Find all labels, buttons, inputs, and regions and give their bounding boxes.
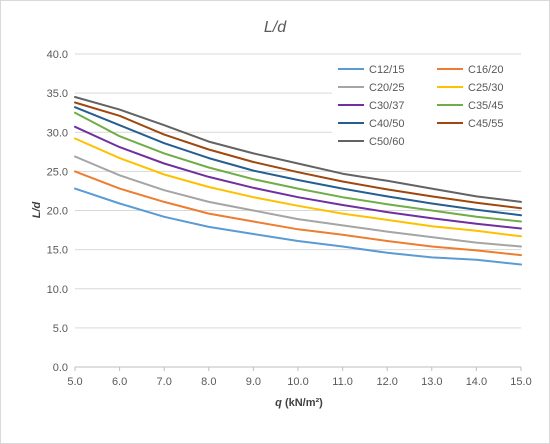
x-axis-title: q (kN/m²): [275, 397, 323, 409]
x-tick-label: 5.0: [67, 376, 82, 388]
series-line-c12-15: [74, 187, 522, 266]
y-tick-label: 40.0: [47, 49, 68, 61]
y-tick-label: 5.0: [53, 323, 68, 335]
x-tick-label: 6.0: [112, 376, 127, 388]
x-tick-label: 7.0: [157, 376, 172, 388]
series-line-c25-30: [74, 137, 522, 238]
y-tick-label: 10.0: [47, 284, 68, 296]
x-tick-label: 11.0: [332, 376, 353, 388]
y-axis-title: L/d: [31, 201, 43, 218]
legend-label: C16/20: [468, 64, 503, 76]
x-tick-label: 10.0: [287, 376, 308, 388]
legend-label: C30/37: [369, 100, 404, 112]
x-tick-label: 8.0: [201, 376, 216, 388]
series-line-c35-45: [74, 111, 522, 223]
legend-label: C12/15: [369, 64, 404, 76]
legend-label: C35/45: [468, 100, 503, 112]
series-line-c40-50: [74, 106, 522, 217]
legend-label: C20/25: [369, 82, 404, 94]
series-line-c45-55: [74, 101, 522, 210]
x-tick-label: 14.0: [466, 376, 487, 388]
y-tick-label: 25.0: [47, 166, 68, 178]
x-tick-label: 15.0: [510, 376, 531, 388]
series-line-c30-37: [74, 125, 522, 230]
x-tick-label: 12.0: [376, 376, 397, 388]
y-tick-label: 15.0: [47, 245, 68, 257]
x-tick-label: 13.0: [421, 376, 442, 388]
y-tick-label: 20.0: [47, 206, 68, 218]
x-tick-label: 9.0: [246, 376, 261, 388]
y-tick-label: 0.0: [53, 362, 68, 374]
series-line-c50-60: [74, 96, 522, 203]
legend-label: C25/30: [468, 82, 503, 94]
legend: C12/15 C16/20 C20/25 C25/30 C30/37 C35/45 C40/…: [332, 60, 522, 152]
chart-title: L/d: [264, 19, 287, 36]
legend-label: C40/50: [369, 118, 404, 130]
series-line-c20-25: [74, 155, 522, 248]
axes: 0.0 5.0 10.0 15.0 20.0 25.0 30.0 35.0 40.0 5.0 6.0…: [47, 49, 532, 388]
series-lines: [74, 96, 522, 266]
series-line-c16-20: [74, 170, 522, 257]
legend-label: C50/60: [369, 136, 404, 148]
y-tick-label: 30.0: [47, 127, 68, 139]
legend-label: C45/55: [468, 118, 503, 130]
y-tick-label: 35.0: [47, 88, 68, 100]
